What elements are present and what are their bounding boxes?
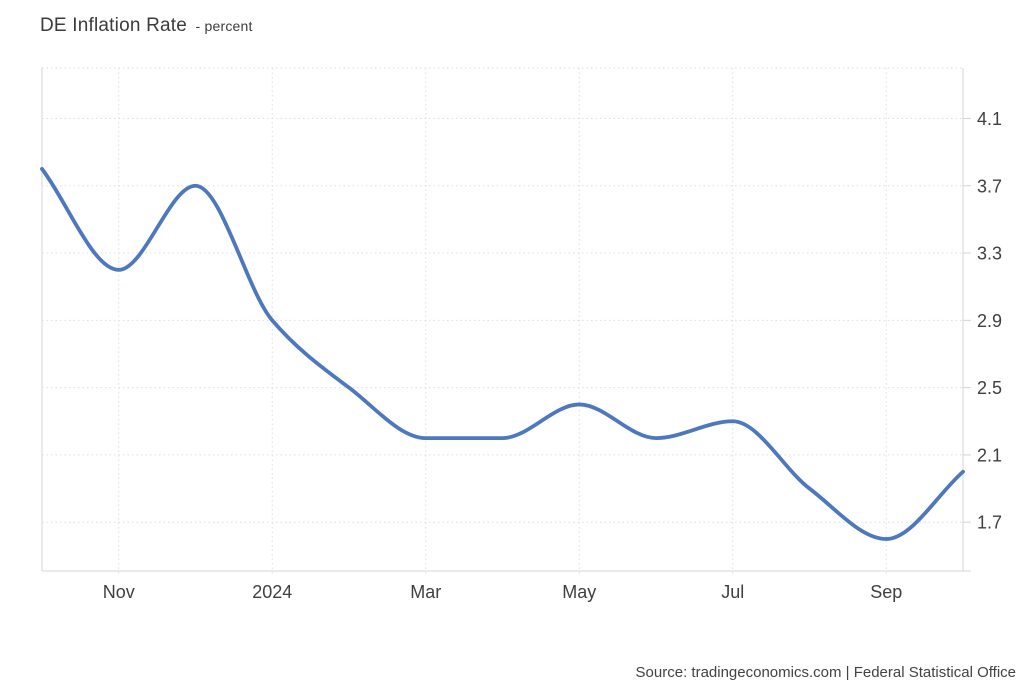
y-axis-label: 2.9	[977, 311, 1002, 331]
chart-title: DE Inflation Rate - percent	[40, 15, 253, 37]
x-axis-label: Jul	[721, 582, 744, 602]
y-axis-label: 2.1	[977, 445, 1002, 465]
y-axis-label: 1.7	[977, 513, 1002, 533]
y-axis-label: 2.5	[977, 378, 1002, 398]
x-axis-label: 2024	[252, 582, 292, 602]
chart-subtitle: - percent	[195, 18, 253, 34]
x-axis-label: Mar	[410, 582, 441, 602]
y-axis-label: 3.7	[977, 176, 1002, 196]
x-axis-label: Sep	[870, 582, 902, 602]
series-line	[40, 167, 965, 541]
x-axis-label: May	[562, 582, 596, 602]
chart-title-text: DE Inflation Rate	[40, 15, 188, 36]
y-axis-label: 3.3	[977, 244, 1002, 264]
x-axis-label: Nov	[103, 582, 135, 602]
source-attribution: Source: tradingeconomics.com | Federal S…	[635, 664, 1016, 681]
y-axis-label: 4.1	[977, 109, 1002, 129]
